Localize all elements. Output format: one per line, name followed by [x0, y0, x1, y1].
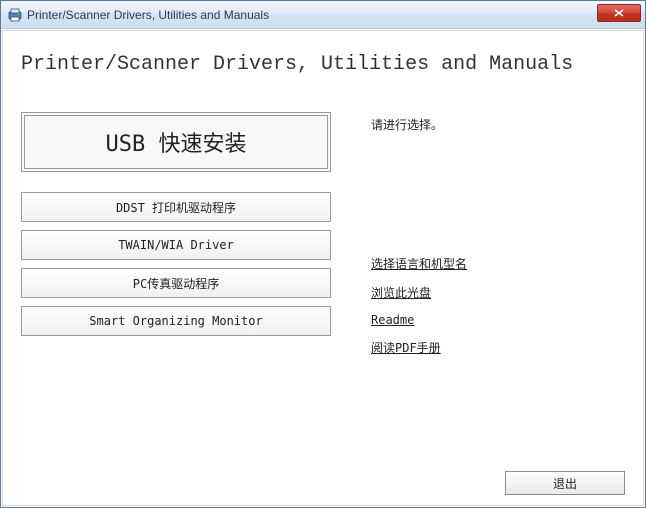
pc-fax-driver-button[interactable]: PC传真驱动程序 — [21, 268, 331, 298]
ddst-driver-button[interactable]: DDST 打印机驱动程序 — [21, 192, 331, 222]
content-area: Printer/Scanner Drivers, Utilities and M… — [2, 30, 644, 506]
titlebar[interactable]: Printer/Scanner Drivers, Utilities and M… — [1, 1, 645, 29]
app-window: Printer/Scanner Drivers, Utilities and M… — [0, 0, 646, 508]
readme-link[interactable]: Readme — [371, 313, 625, 327]
usb-quick-install-button[interactable]: USB 快速安装 — [21, 112, 331, 172]
exit-button[interactable]: 退出 — [505, 471, 625, 495]
window-title: Printer/Scanner Drivers, Utilities and M… — [27, 8, 269, 22]
app-icon — [7, 7, 23, 23]
close-icon — [614, 9, 624, 17]
footer: 退出 — [505, 471, 625, 495]
twain-wia-driver-button[interactable]: TWAIN/WIA Driver — [21, 230, 331, 260]
left-column: USB 快速安装 DDST 打印机驱动程序 TWAIN/WIA Driver P… — [21, 112, 341, 368]
main-area: USB 快速安装 DDST 打印机驱动程序 TWAIN/WIA Driver P… — [21, 112, 625, 368]
right-column: 请进行选择。 选择语言和机型名 浏览此光盘 Readme 阅读PDF手册 — [341, 112, 625, 368]
smart-organizing-monitor-button[interactable]: Smart Organizing Monitor — [21, 306, 331, 336]
close-button[interactable] — [597, 4, 641, 22]
instruction-text: 请进行选择。 — [371, 116, 625, 133]
select-language-model-link[interactable]: 选择语言和机型名 — [371, 255, 625, 272]
page-title: Printer/Scanner Drivers, Utilities and M… — [21, 53, 625, 76]
read-pdf-manual-link[interactable]: 阅读PDF手册 — [371, 339, 625, 356]
browse-disc-link[interactable]: 浏览此光盘 — [371, 284, 625, 301]
